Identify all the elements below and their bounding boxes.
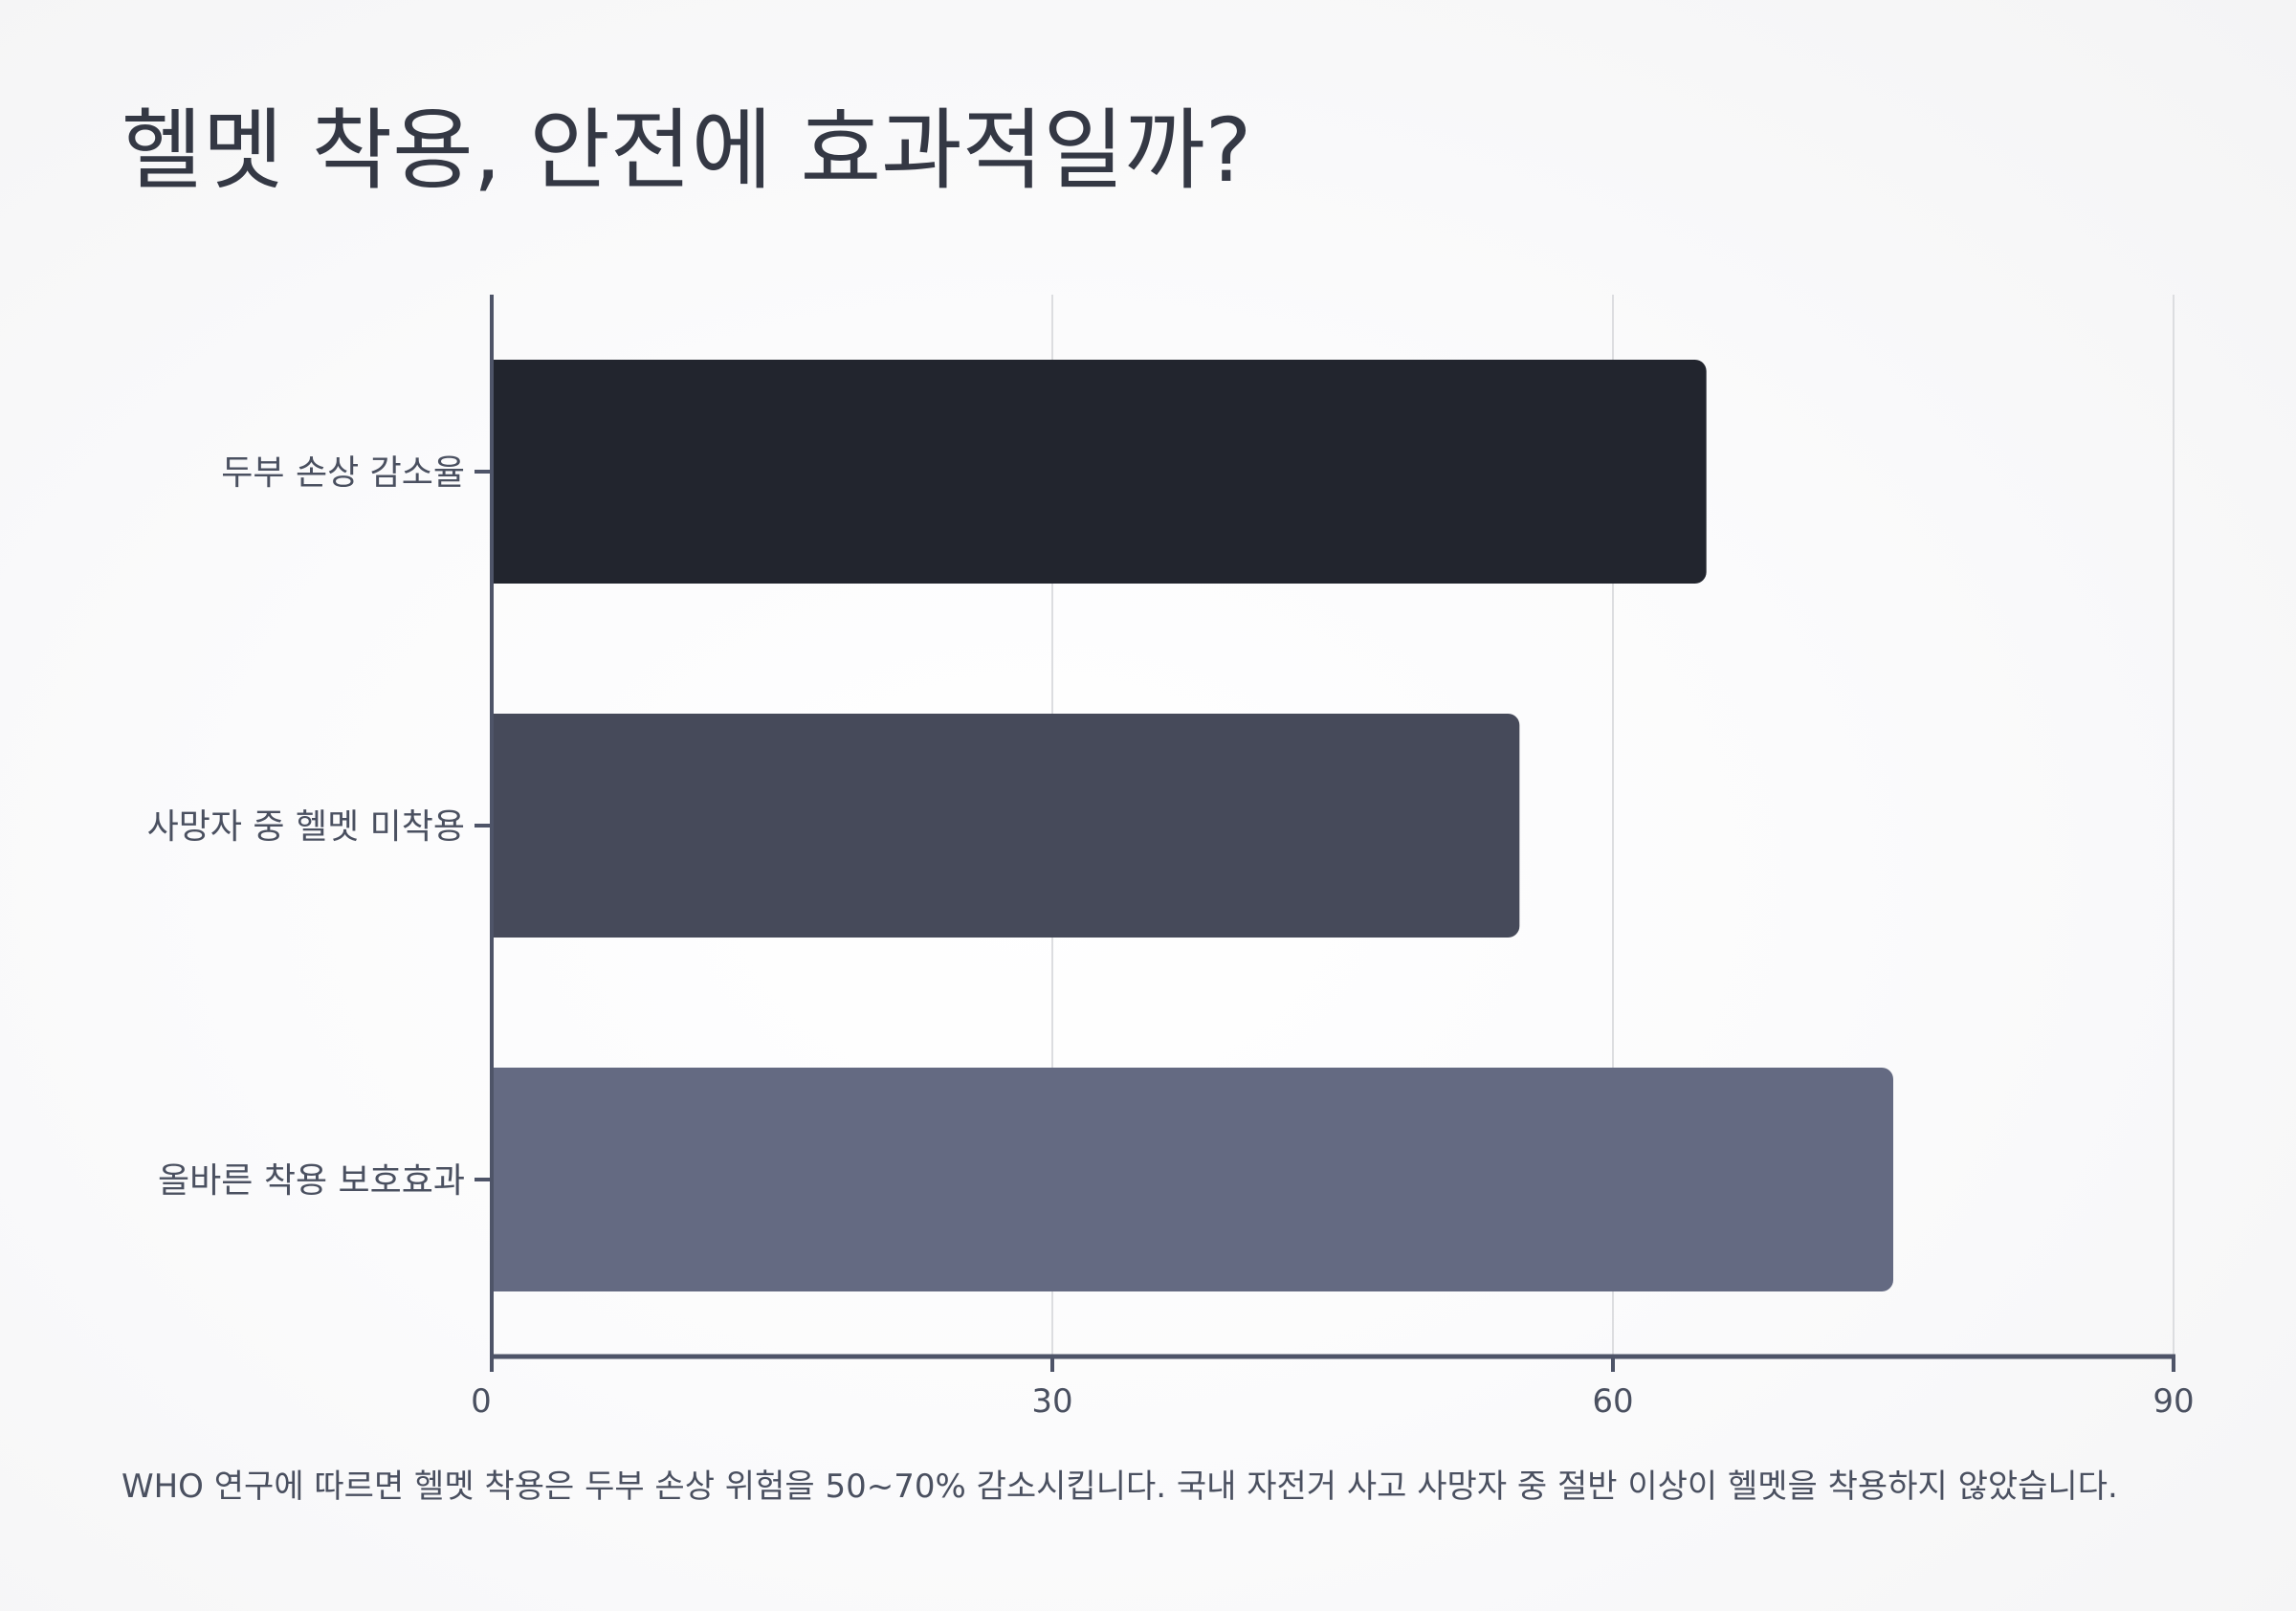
x-tick-label-0: 0	[471, 1382, 492, 1421]
bar-1	[492, 360, 1707, 584]
x-tick-label-30: 30	[1031, 1382, 1072, 1421]
x-tick-label-60: 60	[1592, 1382, 1633, 1421]
bar-3	[492, 1068, 1893, 1291]
bar-1-base	[492, 360, 511, 584]
bar-2-base	[492, 714, 511, 938]
bar-3-base	[492, 1068, 511, 1291]
bar-2	[492, 714, 1520, 938]
y-tick-label-3: 올바른 착용 보호효과	[158, 1161, 465, 1201]
y-tick-label-1: 두부 손상 감소율	[221, 453, 465, 493]
y-tick-label-2: 사망자 중 헬멧 미착용	[147, 807, 465, 847]
chart-title: 헬멧 착용, 안전에 효과적일까?	[121, 99, 1252, 202]
x-tick-label-90: 90	[2152, 1382, 2194, 1421]
chart-footnote: WHO 연구에 따르면 헬멧 착용은 두부 손상 위험을 50~70% 감소시킵…	[121, 1468, 2118, 1506]
